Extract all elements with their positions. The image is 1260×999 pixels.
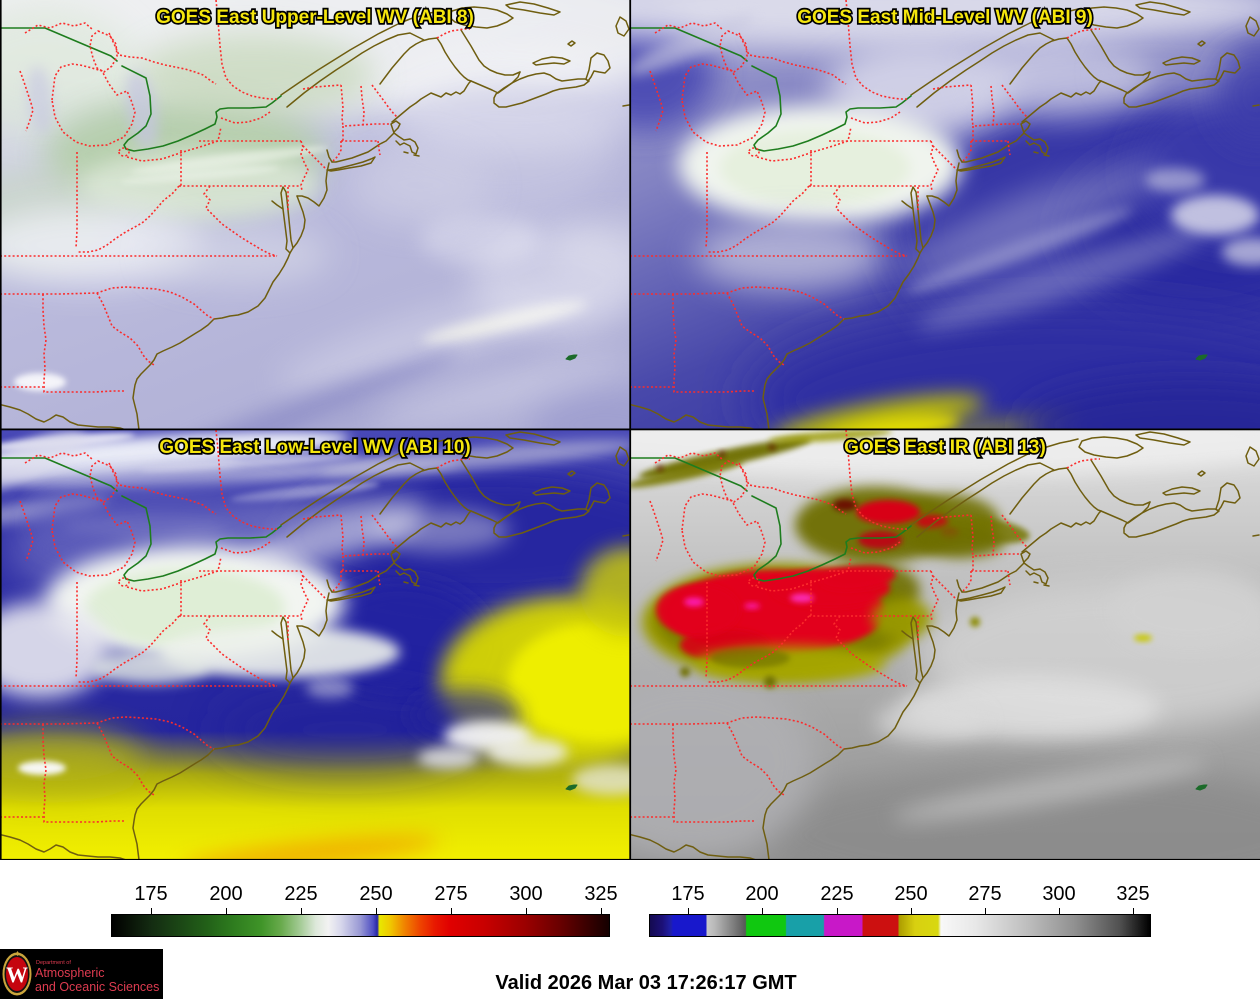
svg-text:GOES East Upper-Level WV (ABI: GOES East Upper-Level WV (ABI 8) bbox=[156, 7, 474, 28]
svg-text:and Oceanic Sciences: and Oceanic Sciences bbox=[35, 980, 159, 994]
svg-text:W: W bbox=[6, 962, 28, 987]
svg-text:GOES East IR (ABI 13): GOES East IR (ABI 13) bbox=[844, 437, 1046, 458]
svg-text:GOES East Mid-Level WV (ABI 9): GOES East Mid-Level WV (ABI 9) bbox=[797, 7, 1093, 28]
svg-text:Atmospheric: Atmospheric bbox=[35, 966, 104, 980]
svg-text:Department of: Department of bbox=[36, 960, 71, 966]
svg-text:GOES East Low-Level WV (ABI 10: GOES East Low-Level WV (ABI 10) bbox=[159, 437, 470, 458]
